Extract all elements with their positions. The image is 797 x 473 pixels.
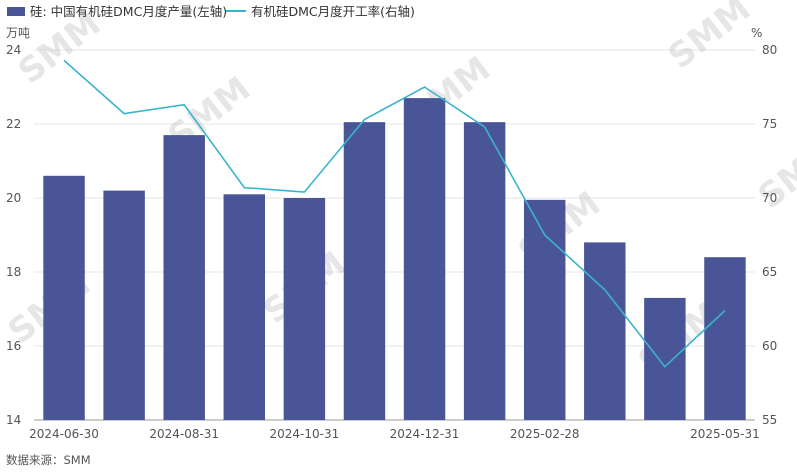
right-tick-label: 55 <box>762 413 777 427</box>
left-tick-label: 16 <box>6 339 21 353</box>
legend-bar-label: 硅: 中国有机硅DMC月度产量(左轴) <box>30 4 227 19</box>
bar <box>523 199 566 420</box>
x-tick-label: 2025-05-31 <box>690 427 760 441</box>
left-tick-label: 22 <box>6 117 21 131</box>
bar <box>403 98 446 420</box>
line-path <box>63 59 726 368</box>
right-tick-label: 60 <box>762 339 777 353</box>
bar <box>704 257 746 420</box>
legend-bar-swatch <box>7 7 25 16</box>
legend[interactable]: 硅: 中国有机硅DMC月度产量(左轴) 有机硅DMC月度开工率(右轴) <box>7 4 415 19</box>
x-tick-label: 2024-10-31 <box>270 427 340 441</box>
right-tick-label: 80 <box>762 43 777 57</box>
bar <box>584 242 626 420</box>
line-series <box>63 59 726 368</box>
bar <box>283 198 326 420</box>
bar <box>463 122 506 421</box>
right-tick-label: 70 <box>762 191 777 205</box>
left-axis-unit: 万吨 <box>6 26 30 40</box>
left-tick-label: 24 <box>6 43 21 57</box>
watermark-text: SMM <box>661 0 758 77</box>
bar <box>43 175 85 420</box>
axes: 14 16 18 20 22 24 55 60 65 70 75 80 2024-06-30 2024-0… <box>6 43 777 441</box>
right-tick-label: 75 <box>762 117 777 131</box>
x-tick-label: 2025-02-28 <box>510 427 580 441</box>
bar <box>163 135 205 420</box>
left-tick-label: 20 <box>6 191 21 205</box>
right-axis-unit: % <box>751 26 762 40</box>
bar <box>103 190 145 420</box>
bar <box>644 297 686 420</box>
left-tick-label: 14 <box>6 413 21 427</box>
bar <box>223 194 266 420</box>
bar-series <box>43 98 746 421</box>
right-tick-label: 65 <box>762 265 777 279</box>
source-note: 数据来源：SMM <box>6 453 91 467</box>
legend-line-label: 有机硅DMC月度开工率(右轴) <box>251 4 415 19</box>
gridlines <box>34 49 755 421</box>
x-tick-label: 2024-12-31 <box>390 427 460 441</box>
bar <box>343 122 386 421</box>
x-tick-label: 2024-08-31 <box>149 427 219 441</box>
x-tick-label: 2024-06-30 <box>29 427 99 441</box>
left-tick-label: 18 <box>6 265 21 279</box>
